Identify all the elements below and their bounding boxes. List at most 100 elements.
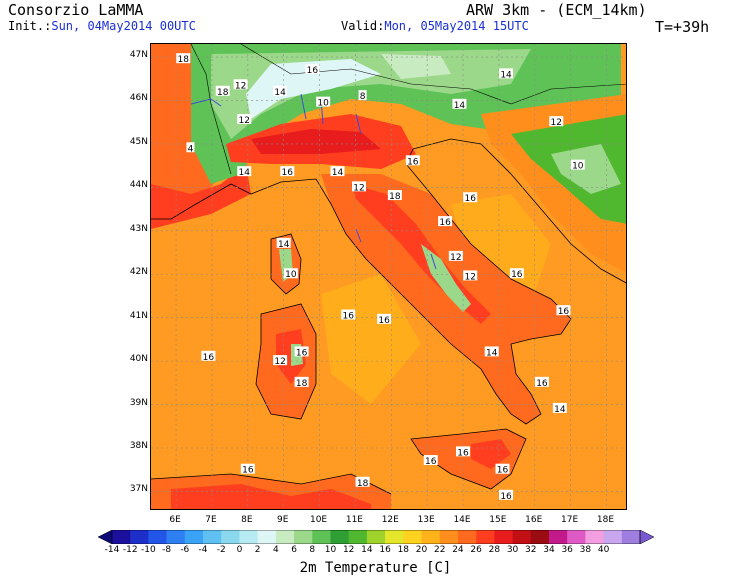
temp-label-bg [570, 159, 585, 170]
colorbar-tick-label: 22 [433, 545, 446, 555]
colorbar-tick-label: -14 [104, 545, 120, 555]
temp-label-bg [556, 305, 571, 316]
colorbar-tick-label: -8 [162, 545, 172, 555]
temp-label: 16 [511, 270, 523, 280]
temp-label: 18 [217, 88, 229, 98]
temp-label-bg [549, 116, 564, 127]
temp-label: 12 [353, 183, 364, 193]
colorbar-tick-label: -12 [122, 545, 138, 555]
lon-tick-label: 10E [309, 515, 328, 525]
lat-tick-label: 47N [129, 50, 148, 61]
temp-label: 18 [389, 192, 401, 202]
temp-label-bg [423, 455, 438, 466]
temp-label-bg [280, 166, 295, 177]
colorbar-swatch [548, 530, 568, 544]
colorbar-tick-label: 12 [342, 545, 355, 555]
temp-label-bg [552, 402, 567, 413]
colorbar-tick-label: 28 [488, 545, 501, 555]
temp-label: 18 [178, 55, 190, 65]
lat-tick-label: 42N [129, 267, 148, 278]
temp-label-bg [276, 237, 291, 248]
temp-label-bg [305, 64, 320, 75]
colorbar-tick-label: -6 [180, 545, 190, 555]
alps-snow-2 [381, 54, 451, 79]
colorbar-swatch [348, 530, 368, 544]
temp-label: 12 [235, 81, 246, 91]
temp-label: 12 [274, 357, 285, 367]
temp-label-bg [448, 250, 463, 261]
valid-line: Valid:Mon, 05May2014 15UTC [341, 19, 529, 33]
temp-label-bg [273, 85, 288, 96]
temp-label-bg [201, 350, 216, 361]
temp-label-bg [186, 142, 195, 153]
temp-label: 16 [203, 353, 215, 363]
temp-label: 14 [278, 240, 290, 250]
temp-label-bg [294, 376, 309, 387]
temp-label: 16 [296, 348, 308, 358]
init-line: Init.:Sun, 04May2014 00UTC [8, 19, 196, 33]
lon-tick-label: 18E [596, 515, 615, 525]
temp-label-bg [438, 216, 453, 227]
colorbar-tick-label: 38 [579, 545, 592, 555]
temp-label-bg [387, 190, 402, 201]
balkans-snow [551, 144, 621, 194]
lat-tick-label: 45N [129, 136, 148, 147]
temp-label-bg [495, 463, 510, 474]
temp-label-bg [240, 463, 255, 474]
temp-label: 14 [274, 88, 286, 98]
temp-label-bg [452, 98, 467, 109]
colorbar-tick-label: -4 [198, 545, 208, 555]
temp-label: 18 [296, 379, 308, 389]
temp-label-bg [405, 155, 420, 166]
temp-label-bg [294, 346, 309, 357]
temp-label-bg [499, 489, 514, 500]
colorbar-swatch [403, 530, 422, 544]
temp-label-bg [233, 79, 248, 90]
temp-label: 16 [307, 66, 319, 76]
temp-label-bg [237, 114, 252, 125]
colorbar-swatch [312, 530, 331, 544]
colorbar-tick-label: 10 [324, 545, 337, 555]
temp-label: 16 [425, 457, 437, 467]
temp-label: 16 [558, 307, 570, 317]
colorbar-tick-label: 14 [361, 545, 373, 555]
temp-label-bg [237, 166, 252, 177]
temp-label: 16 [343, 312, 355, 322]
temp-label-bg [273, 355, 288, 366]
colorbar-swatch [494, 530, 513, 544]
lat-tick-label: 43N [129, 223, 148, 234]
org-title: Consorzio LaMMA [8, 1, 144, 19]
colorbar [98, 530, 654, 544]
france-coast-red [151, 164, 251, 229]
temp-label: 14 [239, 168, 251, 178]
colorbar-swatch [585, 530, 604, 544]
lon-tick-label: 15E [489, 515, 507, 525]
valid-label: Valid: [341, 19, 385, 33]
lead-time: T=+39h [655, 18, 710, 36]
temp-label: 16 [464, 194, 476, 204]
colorbar-tick-label: 2 [254, 545, 261, 555]
colorbar-tick-label: 24 [452, 545, 464, 555]
colorbar-border [111, 530, 641, 544]
temp-label-bg [341, 309, 356, 320]
colorbar-tick-label: 40 [597, 545, 610, 555]
colorbar-swatch [112, 530, 131, 544]
lon-tick-label: 12E [381, 515, 399, 525]
colorbar-swatch [294, 530, 313, 544]
model-title: ARW 3km - (ECM_14km) [466, 1, 647, 19]
africa-hot [171, 484, 371, 509]
colorbar-swatch [385, 530, 404, 544]
lat-tick-label: 44N [129, 180, 148, 191]
temperature-map: 18 16 14 18 12 14 10 8 14 12 12 4 16 10 14 16 14 12 18 16 16… [150, 43, 627, 510]
coastlines [151, 138, 626, 495]
colorbar-tick-label: 20 [415, 545, 428, 555]
colorbar-swatch [275, 530, 295, 544]
lon-tick-label: 8E [241, 515, 253, 525]
temp-label: 16 [500, 492, 512, 502]
temp-label: 8 [360, 92, 366, 102]
colorbar-swatch [239, 530, 258, 544]
temp-label: 16 [242, 466, 254, 476]
temp-label-bg [316, 96, 331, 107]
colorbar-swatch [130, 530, 149, 544]
